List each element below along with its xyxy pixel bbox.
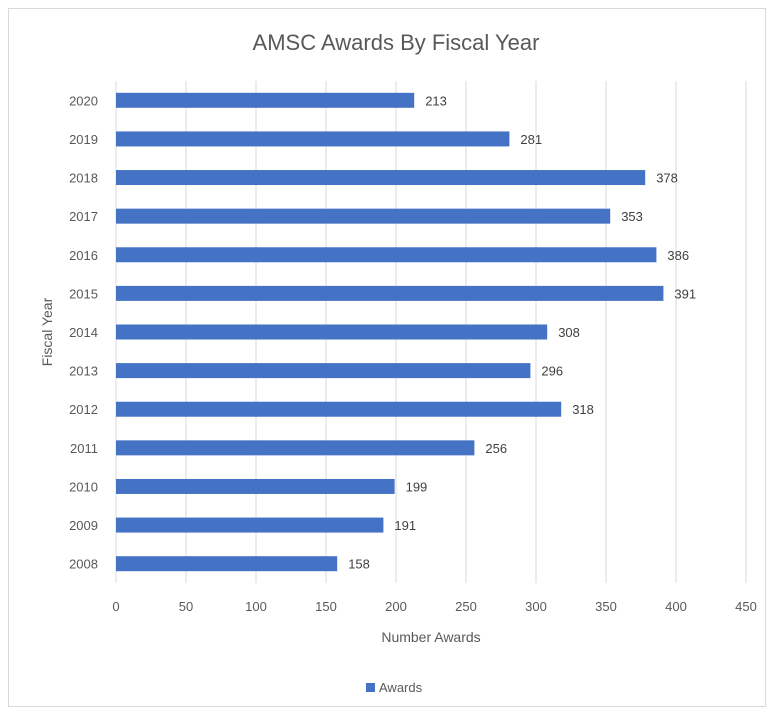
- x-tick-label: 50: [179, 599, 193, 614]
- y-axis-title: Fiscal Year: [39, 297, 55, 366]
- x-axis-title: Number Awards: [381, 629, 480, 645]
- data-label-2012: 318: [572, 402, 594, 417]
- bar-2010: [116, 478, 395, 494]
- data-label-2013: 296: [541, 364, 563, 379]
- data-label-2016: 386: [667, 248, 689, 263]
- bar-2013: [116, 363, 531, 379]
- y-tick-label-2017: 2017: [69, 209, 98, 224]
- data-label-2018: 378: [656, 171, 678, 186]
- x-tick-label: 200: [385, 599, 407, 614]
- data-label-2008: 158: [348, 557, 370, 572]
- data-label-2010: 199: [406, 479, 428, 494]
- bar-2020: [116, 92, 415, 108]
- data-label-2020: 213: [425, 93, 447, 108]
- y-tick-label-2009: 2009: [69, 518, 98, 533]
- legend: Awards: [366, 680, 423, 695]
- bar-2015: [116, 285, 664, 301]
- data-labels: 158 191 199 256 318 296 308 391 386 353 378 281 213: [348, 93, 696, 571]
- bar-2019: [116, 131, 510, 147]
- bar-2011: [116, 440, 475, 456]
- y-tick-label-2015: 2015: [69, 286, 98, 301]
- bar-2017: [116, 208, 611, 224]
- x-tick-label: 0: [112, 599, 119, 614]
- x-tick-label: 450: [735, 599, 757, 614]
- y-tick-label-2016: 2016: [69, 248, 98, 263]
- y-tick-label-2011: 2011: [70, 441, 98, 456]
- y-tick-label-2012: 2012: [69, 402, 98, 417]
- y-tick-label-2008: 2008: [69, 557, 98, 572]
- y-tick-label-2020: 2020: [69, 93, 98, 108]
- x-tick-label: 400: [665, 599, 687, 614]
- legend-label: Awards: [379, 680, 423, 695]
- bar-2012: [116, 401, 562, 417]
- bar-2008: [116, 556, 338, 572]
- data-label-2019: 281: [520, 132, 542, 147]
- x-tick-labels: 0 50 100 150 200 250 300 350 400 450: [112, 599, 756, 614]
- x-tick-label: 100: [245, 599, 267, 614]
- bars: [116, 92, 664, 572]
- y-tick-label-2019: 2019: [69, 132, 98, 147]
- x-tick-label: 250: [455, 599, 477, 614]
- gridlines: [115, 81, 747, 583]
- chart-frame: [8, 8, 766, 707]
- x-tick-label: 350: [595, 599, 617, 614]
- data-label-2009: 191: [394, 518, 416, 533]
- x-tick-label: 300: [525, 599, 547, 614]
- bar-2016: [116, 247, 657, 263]
- y-tick-label-2018: 2018: [69, 171, 98, 186]
- y-tick-labels: 2008 2009 2010 2011 2012 2013 2014 2015 2016 2017…: [69, 93, 98, 571]
- y-tick-label-2010: 2010: [69, 479, 98, 494]
- y-tick-label-2013: 2013: [69, 364, 98, 379]
- bar-2018: [116, 170, 646, 186]
- chart-title: AMSC Awards By Fiscal Year: [253, 30, 540, 55]
- data-label-2015: 391: [674, 286, 696, 301]
- bar-2014: [116, 324, 548, 340]
- data-label-2011: 256: [485, 441, 507, 456]
- legend-swatch: [366, 683, 375, 692]
- x-tick-label: 150: [315, 599, 337, 614]
- data-label-2014: 308: [558, 325, 580, 340]
- data-label-2017: 353: [621, 209, 643, 224]
- y-tick-label-2014: 2014: [69, 325, 98, 340]
- bar-2009: [116, 517, 384, 533]
